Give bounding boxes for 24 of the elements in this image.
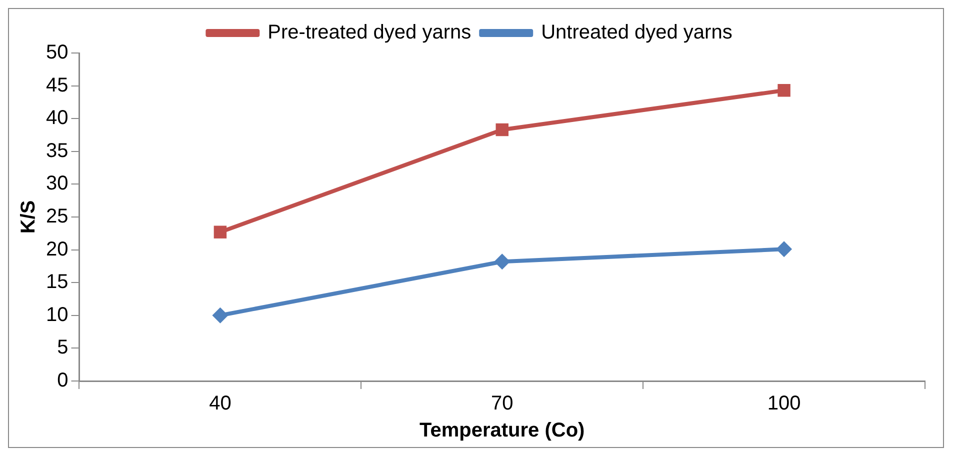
y-tick-label: 0	[57, 370, 68, 392]
y-axis-title: K/S	[18, 200, 40, 234]
legend-label: Untreated dyed yarns	[541, 22, 732, 44]
point	[494, 254, 510, 270]
point	[778, 84, 790, 97]
y-tick-label: 25	[46, 206, 68, 228]
y-tick-label: 15	[46, 271, 68, 294]
y-tick-label: 10	[46, 304, 68, 326]
y-tick-label: 30	[46, 172, 68, 195]
point	[496, 123, 508, 136]
x-tick-label: 40	[209, 392, 232, 415]
x-tick-label: 100	[767, 392, 801, 415]
x-axis-title: Temperature (Co)	[420, 420, 585, 442]
point	[212, 307, 228, 324]
x-tick-label: 70	[491, 392, 514, 415]
y-tick-label: 45	[46, 74, 68, 96]
y-tick-label: 20	[46, 238, 68, 260]
y-tick-label: 5	[57, 336, 68, 359]
y-tick-label: 40	[46, 107, 68, 130]
point	[214, 226, 227, 238]
y-tick-label: 35	[46, 140, 68, 162]
legend-label: Pre-treated dyed yarns	[268, 22, 472, 44]
y-tick-label: 50	[46, 42, 68, 64]
point	[776, 241, 792, 258]
